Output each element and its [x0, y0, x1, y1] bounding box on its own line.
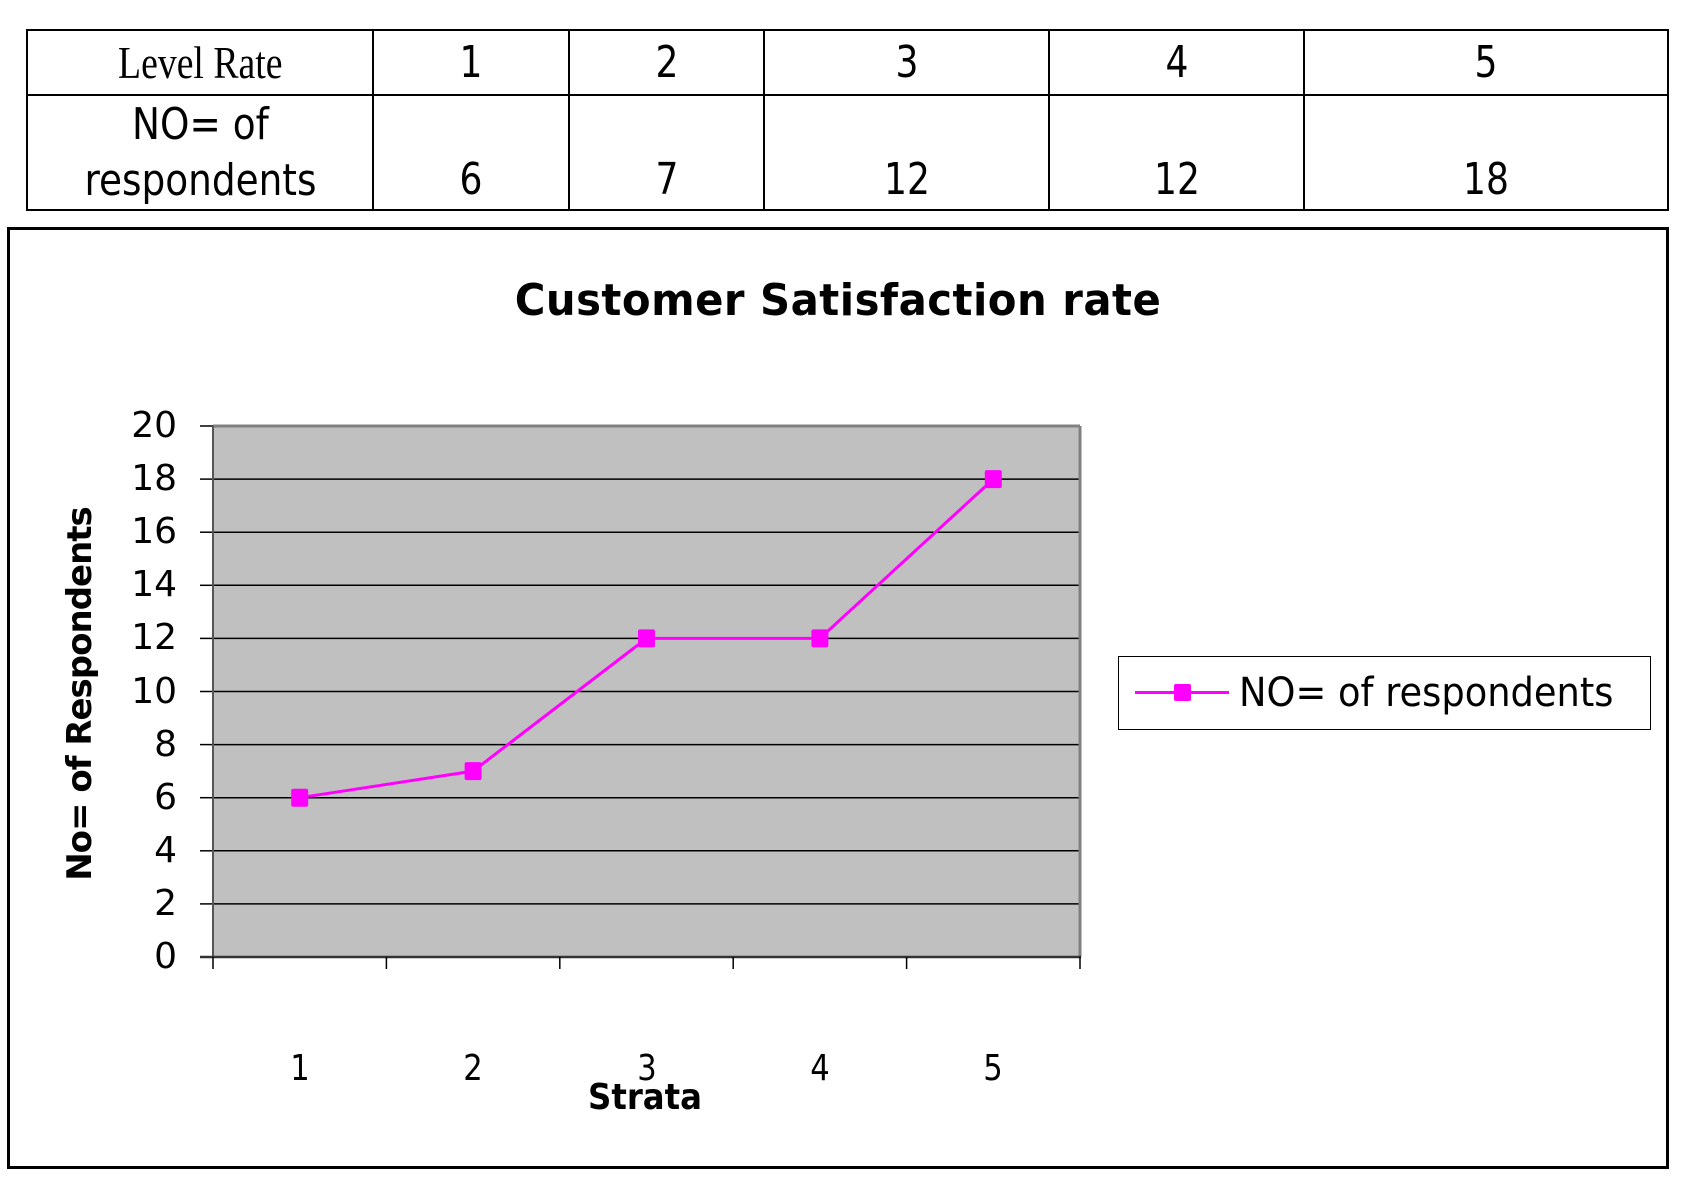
chart-title: Customer Satisfaction rate: [514, 275, 1162, 326]
count-value: 12: [883, 154, 930, 205]
data-point-square-marker-icon: [811, 629, 829, 648]
x-tick-label: 2: [463, 1048, 483, 1089]
count-value: 12: [1153, 154, 1200, 205]
level-value: 5: [1474, 37, 1498, 88]
count-value: 6: [459, 154, 483, 205]
y-tick-label: 0: [154, 936, 177, 977]
plot-area: [200, 424, 1082, 969]
level-value: 3: [895, 37, 918, 88]
y-tick-label: 2: [154, 882, 177, 924]
y-tick-label: 6: [154, 776, 177, 818]
y-tick-label: 20: [131, 405, 177, 446]
level-value: 2: [655, 37, 678, 88]
table-cell-count: 7: [568, 94, 765, 211]
data-point-square-marker-icon: [464, 762, 482, 781]
table-header-cell: Level Rate: [26, 29, 374, 96]
table-cell-level: 4: [1048, 29, 1305, 96]
data-point-square-marker-icon: [638, 629, 655, 648]
table-cell-count: 12: [1048, 94, 1305, 211]
y-tick-label: 18: [131, 458, 177, 500]
legend-square-marker-icon: [1174, 684, 1191, 701]
table-cell-level: 2: [568, 29, 765, 96]
y-tick-label: 8: [154, 723, 177, 765]
x-tick-label: 3: [636, 1048, 657, 1089]
count-value: 18: [1463, 154, 1509, 205]
count-value: 7: [655, 154, 678, 205]
table-header-cell: NO= of respondents: [26, 94, 374, 211]
level-value: 4: [1165, 37, 1188, 88]
x-tick-label: 1: [289, 1048, 310, 1089]
table-cell-count: 6: [372, 94, 570, 211]
respondents-label-line1: NO= of: [131, 98, 269, 150]
data-point-square-marker-icon: [291, 788, 309, 807]
y-tick-label: 14: [131, 564, 177, 606]
level-rate-label: Level Rate: [117, 37, 283, 88]
legend-label: NO= of respondents: [1239, 670, 1614, 716]
y-tick-label: 4: [154, 829, 177, 871]
respondents-label-line2: respondents: [84, 154, 316, 206]
table-row-respondents: NO= of respondents 6 7 12 12 18: [26, 94, 1669, 211]
table-cell-level: 3: [763, 29, 1050, 96]
table-cell-level: 1: [372, 29, 570, 96]
table-cell-count: 12: [763, 94, 1050, 211]
table-row-level-rate: Level Rate 1 2 3 4 5: [26, 29, 1669, 96]
table-cell-count: 18: [1303, 94, 1669, 211]
chart-legend: NO= of respondents: [1118, 656, 1651, 730]
y-tick-label: 16: [131, 511, 177, 553]
level-value: 1: [459, 37, 483, 88]
data-table: Level Rate 1 2 3 4 5 NO= of respondents …: [26, 29, 1669, 211]
y-tick-label: 12: [131, 617, 177, 659]
table-cell-level: 5: [1303, 29, 1669, 96]
x-tick-label: 5: [983, 1048, 1004, 1089]
chart-frame: Customer Satisfaction rate No= of Respon…: [7, 227, 1669, 1169]
x-tick-label: 4: [810, 1048, 830, 1089]
data-point-square-marker-icon: [984, 470, 1002, 489]
x-axis-title: Strata: [587, 1077, 703, 1118]
y-tick-label: 10: [131, 670, 177, 712]
y-axis-title: No= of Respondents: [59, 506, 100, 881]
